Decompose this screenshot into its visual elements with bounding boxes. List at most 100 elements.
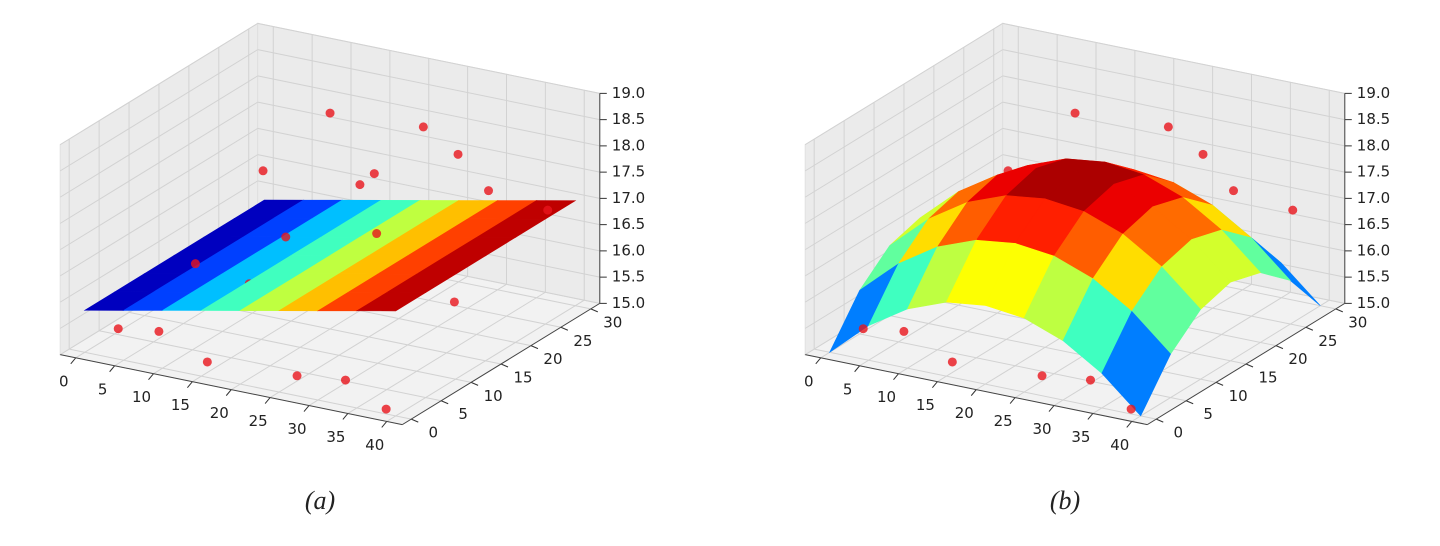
scatter-point [1070, 108, 1080, 118]
tick-mark [303, 405, 310, 412]
tick-mark [1087, 413, 1094, 420]
grid-line [99, 330, 442, 402]
tick-mark [381, 421, 388, 428]
tick-mark [470, 381, 479, 386]
grid-line [59, 180, 258, 303]
scatter-point [113, 324, 123, 334]
grid-line [59, 22, 258, 146]
scatter-point [355, 180, 365, 190]
tick-mark [970, 389, 977, 396]
grid-line [1002, 49, 1345, 121]
grid-line [128, 311, 472, 383]
scatter-point [281, 232, 291, 242]
x-tick-label: 15 [171, 396, 190, 414]
z-tick-label: 16.0 [612, 241, 645, 259]
tick-mark [854, 365, 861, 373]
grid-line [257, 75, 600, 147]
tick-mark [1245, 363, 1254, 368]
grid-line [804, 101, 1003, 224]
y-tick-label: 25 [573, 332, 592, 350]
grid-line [804, 22, 1003, 146]
scatter-point [202, 357, 212, 367]
x-tick-label: 10 [877, 388, 896, 406]
y-tick-label: 15 [1258, 369, 1277, 387]
z-tick-label: 19.0 [612, 84, 645, 102]
scatter-point [369, 169, 379, 179]
tick-mark [411, 418, 419, 423]
caption: (b) [1050, 486, 1080, 515]
scatter-point [381, 404, 391, 414]
scatter-point [947, 357, 957, 367]
scatter-point [1229, 186, 1239, 196]
z-tick-label: 16.0 [1357, 241, 1390, 259]
tick-mark [500, 363, 509, 368]
scatter-point [1126, 404, 1136, 414]
surface-patch [1101, 310, 1171, 417]
grid-line [59, 49, 258, 172]
z-tick-label: 17.0 [1357, 189, 1390, 207]
grid-line [1002, 22, 1345, 94]
grid-line [59, 75, 258, 198]
tick-mark [560, 326, 569, 331]
grid-line [1002, 75, 1345, 147]
scatter-point [484, 186, 494, 196]
scatter-point [1163, 122, 1173, 132]
y-tick-label: 25 [1318, 332, 1337, 350]
tick-mark [1335, 308, 1344, 313]
caption: (a) [305, 486, 335, 515]
tick-mark [148, 373, 154, 381]
tick-mark [590, 308, 599, 313]
z-tick-label: 15.0 [1357, 294, 1390, 312]
x-tick-label: 10 [132, 388, 151, 406]
tick-mark [1305, 326, 1314, 331]
scatter-point [292, 371, 302, 381]
panel: 0 5 10 15 20 25 30 35 4005101520253015.015.516.0… [58, 22, 645, 515]
x-tick-label: 0 [59, 372, 69, 390]
grid-line [59, 101, 258, 224]
tick-mark [1009, 397, 1016, 404]
z-tick-label: 16.5 [612, 215, 645, 233]
z-tick-label: 17.0 [612, 189, 645, 207]
y-tick-label: 20 [1288, 350, 1307, 368]
y-tick-label: 30 [1348, 313, 1367, 331]
y-tick-label: 0 [1173, 424, 1183, 442]
scatter-point [418, 122, 428, 132]
scatter-point [372, 229, 382, 239]
grid-line [257, 101, 600, 173]
grid-line [257, 22, 600, 94]
tick-mark [1156, 418, 1164, 423]
grid-line [804, 127, 1003, 251]
grid-line [69, 348, 412, 420]
tick-mark [186, 381, 193, 388]
y-tick-label: 30 [603, 313, 622, 331]
x-tick-label: 35 [1071, 428, 1090, 446]
grid-line [257, 49, 600, 121]
tick-mark [264, 397, 271, 404]
z-tick-label: 15.0 [612, 294, 645, 312]
tick-mark [109, 365, 116, 373]
y-tick-label: 10 [1229, 387, 1248, 405]
y-tick-label: 20 [543, 350, 562, 368]
y-tick-label: 5 [1203, 405, 1213, 423]
grid-line [1002, 127, 1345, 199]
tick-mark [1185, 400, 1194, 405]
grid-line [1002, 101, 1345, 173]
y-axis-line [1147, 302, 1346, 426]
scatter-point [453, 149, 463, 159]
scatter-point [340, 375, 350, 385]
z-tick-label: 18.0 [1357, 136, 1390, 154]
z-tick-label: 15.5 [612, 268, 645, 286]
y-tick-label: 0 [428, 424, 438, 442]
z-tick-label: 15.5 [1357, 268, 1390, 286]
tick-mark [1275, 345, 1284, 350]
x-tick-label: 25 [994, 412, 1013, 430]
scatter-point [543, 205, 553, 215]
x-tick-label: 15 [916, 396, 935, 414]
grid-line [59, 154, 258, 277]
x-tick-label: 20 [210, 404, 229, 422]
tick-mark [530, 345, 539, 350]
tick-mark [440, 400, 449, 405]
scatter-point [899, 326, 909, 336]
z-tick-label: 18.5 [1357, 110, 1390, 128]
z-tick-label: 17.5 [1357, 163, 1390, 181]
